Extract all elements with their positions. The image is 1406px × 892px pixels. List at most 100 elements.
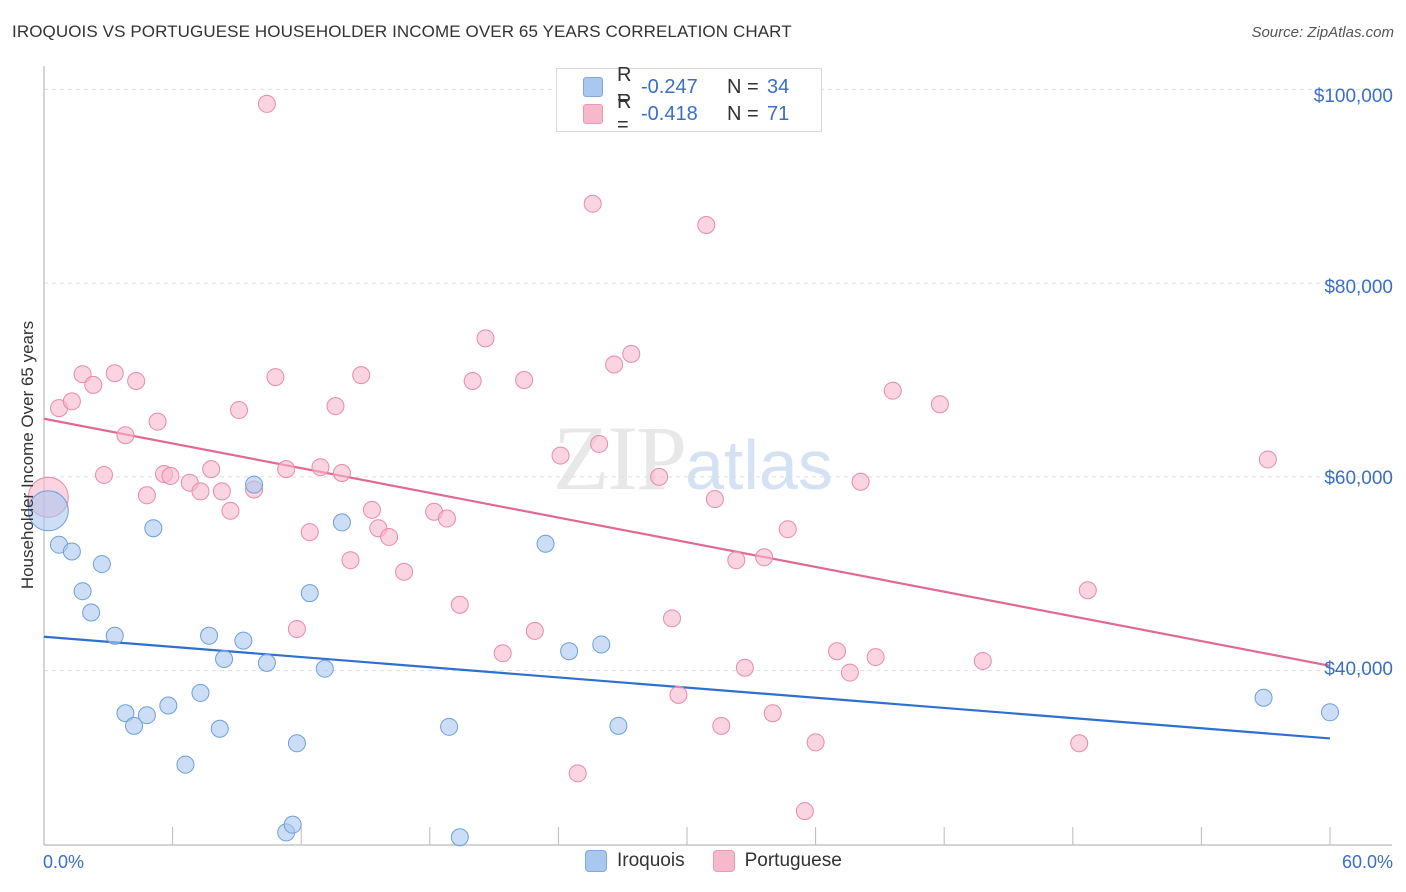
legend-label-portuguese: Portuguese (744, 850, 842, 871)
data-point-iroquois (592, 635, 611, 654)
data-point-iroquois (116, 704, 135, 723)
data-point-portuguese (341, 551, 360, 570)
data-point-iroquois (283, 815, 302, 834)
data-point-iroquois (440, 717, 459, 736)
y-axis-label: Householder Income Over 65 years (18, 320, 37, 590)
data-point-portuguese (326, 397, 345, 416)
n-value-iroquois: 34 (767, 75, 790, 98)
data-point-portuguese (851, 472, 870, 491)
data-point-portuguese (515, 371, 534, 389)
data-point-portuguese (705, 490, 724, 509)
data-point-iroquois (62, 542, 81, 561)
y-tick-label-40000: $40,000 (1324, 659, 1393, 680)
data-point-portuguese (662, 609, 681, 628)
r-value-portuguese: -0.418 (641, 102, 698, 125)
trendline-portuguese (43, 417, 1331, 667)
data-point-iroquois (234, 631, 253, 650)
data-point-iroquois (332, 513, 351, 532)
data-point-portuguese (622, 344, 641, 363)
data-point-portuguese (795, 802, 814, 821)
data-point-portuguese (62, 392, 81, 411)
data-point-iroquois (560, 642, 579, 661)
data-point-portuguese (362, 500, 381, 519)
data-point-portuguese (161, 466, 180, 485)
portuguese-swatch (712, 850, 735, 872)
data-point-portuguese (840, 663, 859, 682)
data-point-portuguese (116, 426, 135, 445)
data-point-iroquois (144, 519, 163, 538)
data-point-portuguese (883, 381, 902, 400)
portuguese-swatch (583, 104, 603, 124)
data-point-iroquois (176, 755, 195, 774)
y-tick-label-80000: $80,000 (1324, 277, 1393, 298)
legend-item-iroquois[interactable]: Iroquois (585, 850, 685, 872)
data-point-portuguese (590, 434, 609, 453)
data-point-portuguese (257, 94, 276, 113)
data-point-iroquois (215, 650, 234, 668)
data-point-portuguese (525, 621, 544, 640)
data-point-iroquois (105, 626, 124, 645)
data-point-portuguese (735, 658, 754, 677)
trendline-iroquois (43, 635, 1331, 740)
data-point-portuguese (352, 366, 371, 385)
watermark-zip: ZIP (553, 407, 687, 509)
data-point-iroquois (27, 490, 69, 532)
iroquois-swatch (583, 77, 603, 97)
data-point-portuguese (755, 548, 774, 567)
data-point-portuguese (583, 194, 602, 213)
data-point-iroquois (210, 719, 229, 738)
data-point-portuguese (669, 685, 688, 704)
y-tick-label-100000: $100,000 (1313, 86, 1393, 107)
data-point-portuguese (84, 375, 103, 394)
legend-row-iroquois: R = -0.247 N = 34 (583, 64, 790, 109)
n-label: N = (727, 75, 759, 98)
data-point-iroquois (536, 534, 555, 553)
data-point-iroquois (92, 555, 111, 574)
data-point-iroquois (125, 716, 144, 735)
data-point-portuguese (127, 371, 146, 390)
x-tick-label-max: 60.0% (1341, 852, 1393, 872)
point-layer (27, 94, 1339, 847)
data-point-iroquois (191, 683, 210, 702)
trend-layer (43, 417, 1331, 740)
r-label: R = (617, 64, 632, 109)
watermark-atlas: atlas (685, 426, 833, 504)
data-point-iroquois (300, 584, 319, 603)
data-point-iroquois (257, 653, 276, 672)
data-point-portuguese (605, 355, 624, 374)
data-point-portuguese (332, 464, 351, 482)
r-label: R = (617, 91, 632, 136)
data-point-portuguese (191, 482, 210, 501)
data-point-iroquois (1254, 688, 1273, 707)
data-point-portuguese (930, 395, 949, 414)
data-point-portuguese (266, 368, 285, 387)
data-point-iroquois (137, 706, 156, 725)
iroquois-swatch (585, 850, 607, 872)
data-point-portuguese (463, 371, 482, 390)
watermark: ZIPatlas (553, 405, 833, 511)
data-point-portuguese (763, 704, 782, 723)
data-point-portuguese (73, 365, 92, 384)
data-point-portuguese (727, 551, 746, 570)
data-point-iroquois (82, 603, 101, 622)
data-point-portuguese (277, 460, 296, 479)
data-point-portuguese (697, 216, 716, 234)
data-point-portuguese (712, 716, 731, 735)
data-point-portuguese (105, 364, 124, 383)
data-point-portuguese (437, 509, 456, 528)
data-point-portuguese (148, 412, 167, 431)
data-point-portuguese (202, 460, 221, 479)
data-point-iroquois (287, 734, 306, 753)
data-point-portuguese (221, 501, 240, 520)
series-legend: Iroquois Portuguese (585, 850, 870, 872)
y-tick-label-60000: $60,000 (1324, 468, 1393, 489)
data-point-portuguese (95, 465, 114, 484)
data-point-iroquois (159, 696, 178, 715)
data-point-portuguese (287, 619, 306, 638)
n-label: N = (727, 102, 759, 125)
data-point-portuguese (311, 458, 330, 477)
n-value-portuguese: 71 (767, 102, 790, 125)
legend-item-portuguese[interactable]: Portuguese (712, 850, 842, 872)
data-point-portuguese (212, 482, 231, 501)
